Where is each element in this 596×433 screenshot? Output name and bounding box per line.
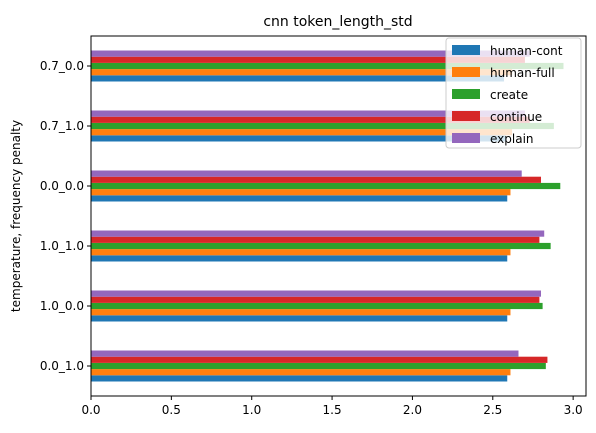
legend-swatch-human-cont — [452, 45, 480, 55]
y-axis-label: temperature, frequency penalty — [9, 120, 23, 312]
bar-create-0.7_1.0 — [91, 122, 554, 130]
legend-label-continue: continue — [490, 110, 542, 124]
bar-continue-0.7_0.0 — [91, 56, 525, 63]
bar-explain-0.0_1.0 — [91, 350, 519, 357]
bar-human-cont-0.0_0.0 — [91, 195, 508, 202]
plot-frame — [90, 35, 587, 397]
bar-explain-1.0_0.0 — [91, 290, 541, 297]
legend-swatch-explain — [452, 133, 480, 143]
bar-human-cont-1.0_0.0 — [91, 315, 508, 322]
y-tick-label: 0.0_0.0 — [40, 179, 84, 193]
legend-swatch-human-full — [452, 67, 480, 77]
legend-label-human-full: human-full — [490, 66, 555, 80]
bar-continue-1.0_0.0 — [91, 296, 540, 303]
bar-continue-0.0_0.0 — [91, 176, 541, 183]
bar-create-0.0_1.0 — [91, 362, 546, 370]
bar-create-0.0_0.0 — [91, 182, 561, 190]
y-tick-label: 1.0_0.0 — [40, 299, 84, 313]
y-axis: 0.0_1.0 1.0_0.0 1.0_1.0 0.0_0.0 0.7_1.0 0.7_0… — [40, 59, 91, 373]
y-tick-label: 1.0_1.0 — [40, 239, 84, 253]
legend-label-create: create — [490, 88, 528, 102]
x-tick-label: 1.0 — [242, 403, 261, 417]
bar-human-cont-0.7_1.0 — [91, 135, 506, 142]
bar-create-1.0_0.0 — [91, 302, 543, 310]
legend-label-human-cont: human-cont — [490, 44, 563, 58]
bar-create-1.0_1.0 — [91, 242, 551, 250]
bar-human-full-0.7_0.0 — [91, 69, 513, 76]
bar-explain-0.7_0.0 — [91, 50, 530, 57]
x-tick-label: 3.0 — [564, 403, 583, 417]
bar-create-0.7_0.0 — [91, 62, 564, 70]
bar-continue-0.7_1.0 — [91, 116, 530, 123]
bar-explain-0.7_1.0 — [91, 110, 525, 117]
x-axis: 0.0 0.5 1.0 1.5 2.0 2.5 3.0 — [81, 396, 583, 417]
y-tick-label: 0.0_1.0 — [40, 359, 84, 373]
bar-human-full-0.0_0.0 — [91, 189, 511, 196]
bar-human-cont-0.0_1.0 — [91, 375, 508, 382]
chart-title: cnn token_length_std — [263, 14, 412, 30]
bar-human-full-1.0_0.0 — [91, 309, 511, 316]
y-tick-label: 0.7_0.0 — [40, 59, 84, 73]
bar-continue-1.0_1.0 — [91, 236, 540, 243]
bar-human-full-0.7_1.0 — [91, 129, 513, 136]
x-tick-label: 2.5 — [483, 403, 502, 417]
bar-human-cont-1.0_1.0 — [91, 255, 508, 262]
x-tick-label: 0.0 — [81, 403, 100, 417]
y-tick-label: 0.7_1.0 — [40, 119, 84, 133]
x-tick-label: 1.5 — [323, 403, 342, 417]
bar-explain-1.0_1.0 — [91, 230, 545, 237]
bar-continue-0.0_1.0 — [91, 356, 548, 363]
x-tick-label: 2.0 — [403, 403, 422, 417]
legend: human-cont human-full create continue explai… — [445, 37, 582, 149]
bars-layer — [91, 50, 564, 382]
x-tick-label: 0.5 — [162, 403, 181, 417]
bar-human-cont-0.7_0.0 — [91, 75, 505, 82]
bar-human-full-1.0_1.0 — [91, 249, 511, 256]
bar-human-full-0.0_1.0 — [91, 369, 511, 376]
bar-explain-0.0_0.0 — [91, 170, 522, 177]
legend-swatch-create — [452, 89, 480, 99]
legend-swatch-continue — [452, 111, 480, 121]
legend-label-explain: explain — [490, 132, 534, 146]
